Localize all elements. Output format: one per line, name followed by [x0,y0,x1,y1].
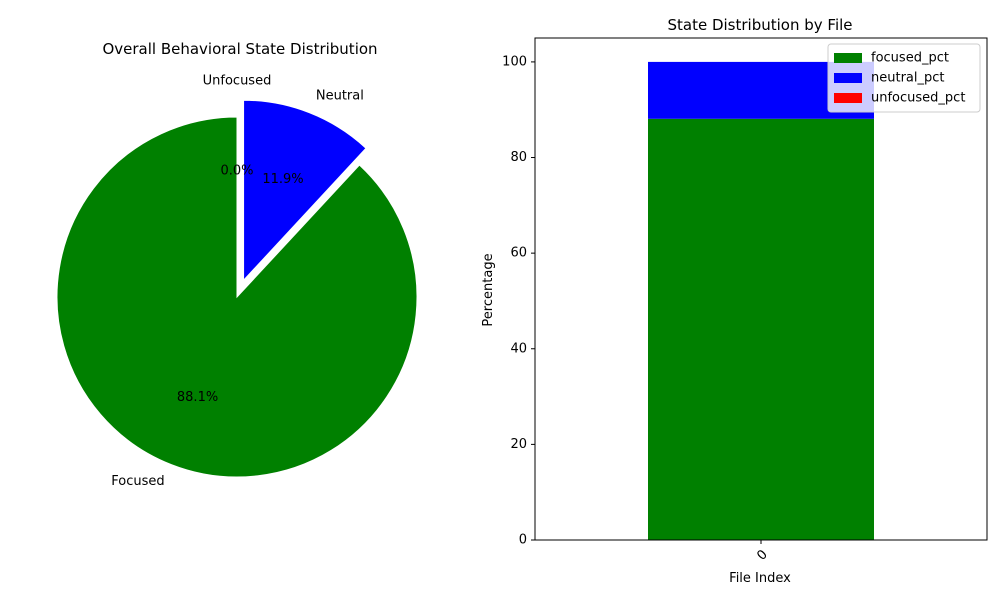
bar-chart: State Distribution by File 0020406080100… [481,16,988,586]
x-axis-label: File Index [729,571,791,586]
pie-title: Overall Behavioral State Distribution [102,40,377,58]
legend-box [827,43,981,113]
legend: focused_pct neutral_pct unfocused_pct [827,43,981,113]
y-tick-label: 40 [510,341,527,356]
pie-slice-focused [56,116,418,478]
plot-frame [534,37,988,541]
pie-label-focused: Focused [111,474,164,489]
bar-title: State Distribution by File [667,16,852,34]
pie-label-neutral: Neutral [316,88,364,103]
y-axis-label: Percentage [481,253,496,326]
bar-marks [648,61,874,540]
legend-label-unfocused-pct: unfocused_pct [871,91,965,106]
pie-slices [56,99,418,478]
y-tick-label: 20 [510,437,527,452]
pie-pct-neutral: 11.9% [262,172,303,187]
pie-chart: Overall Behavioral State Distribution Fo… [56,40,418,489]
legend-label-neutral-pct: neutral_pct [871,71,945,86]
y-tick-label: 60 [510,246,527,261]
legend-swatch-focused-pct [834,53,862,63]
pie-pct-unfocused: 0.0% [220,164,253,179]
y-tick-label: 80 [510,150,527,165]
legend-swatch-unfocused-pct [834,93,862,103]
pie-labels: Focused 88.1% Neutral 11.9% Unfocused 0.0% [111,74,364,489]
bar-focused-pct-0 [648,118,874,540]
pie-slice-neutral [243,99,367,282]
y-tick-label: 0 [519,533,527,548]
legend-swatch-neutral-pct [834,73,862,83]
pie-pct-focused: 88.1% [177,390,218,405]
legend-label-focused-pct: focused_pct [871,51,949,66]
y-tick-label: 100 [502,54,527,69]
pie-label-unfocused: Unfocused [203,74,272,89]
